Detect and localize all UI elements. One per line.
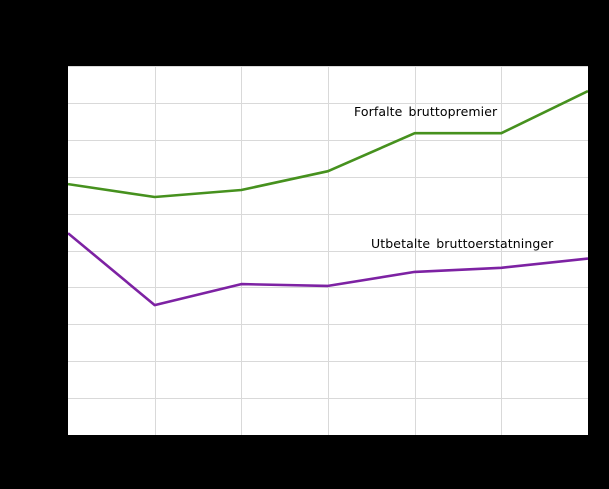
- line-chart: [68, 66, 588, 435]
- series-label-utbetalte-bruttoerstatninger: Utbetalte bruttoerstatninger: [371, 236, 554, 251]
- series-label-forfalte-bruttopremier: Forfalte bruttopremier: [354, 104, 498, 119]
- plot-area: Forfalte bruttopremier Utbetalte bruttoe…: [68, 66, 588, 435]
